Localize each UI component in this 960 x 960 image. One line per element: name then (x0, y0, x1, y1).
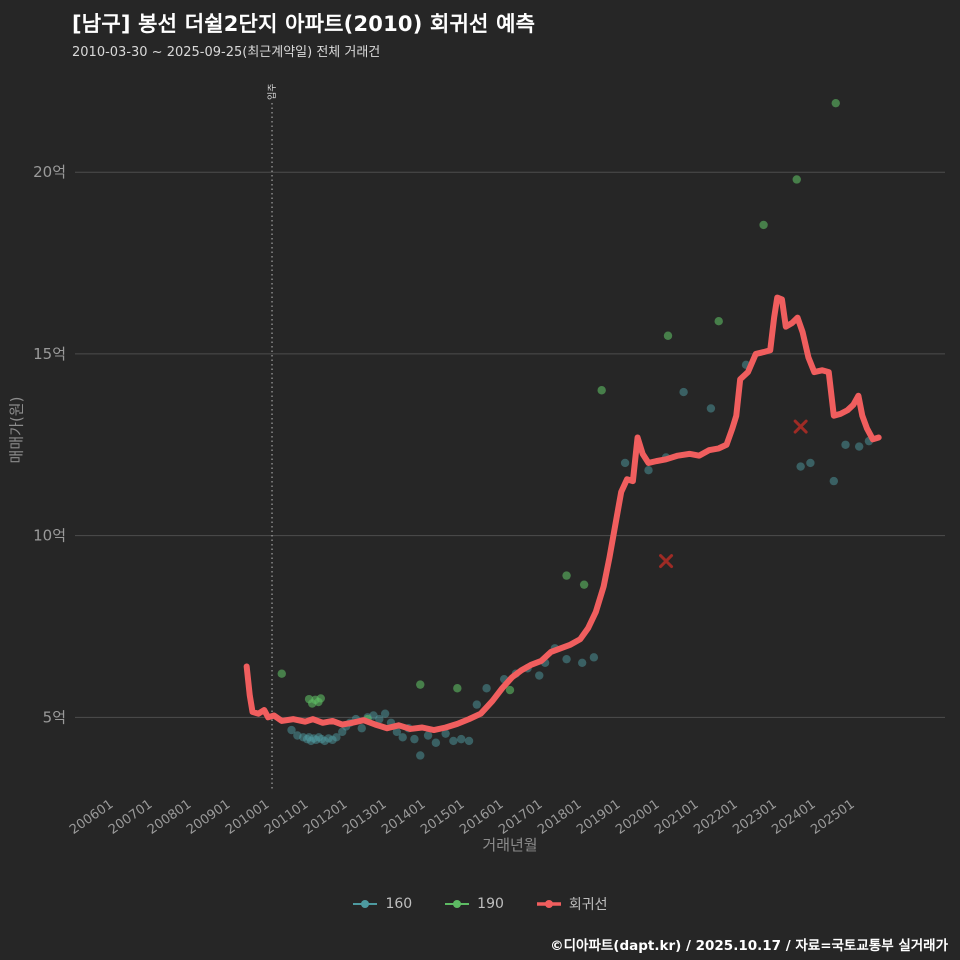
scatter-point-160 (577, 658, 587, 668)
scatter-point-160 (375, 714, 384, 724)
legend-item-regression[interactable]: 회귀선 (536, 894, 608, 914)
legend-label-160: 160 (385, 896, 413, 912)
scatter-point-160 (644, 466, 653, 475)
y-tick-label: 15억 (33, 345, 66, 363)
scatter-point-160 (562, 654, 571, 664)
x-tick-label: 201101 (262, 797, 311, 838)
x-tick-label: 202301 (730, 797, 779, 838)
scatter-point-160 (357, 724, 366, 733)
x-tick-label: 200701 (106, 797, 155, 838)
scatter-point-160 (620, 458, 630, 468)
legend-label-regression: 회귀선 (568, 897, 608, 913)
x-tick-label: 200901 (184, 797, 233, 838)
scatter-point-160 (431, 738, 441, 747)
legend-item-160[interactable]: 160 (352, 896, 412, 912)
scatter-point-190 (759, 220, 768, 230)
scatter-point-190 (714, 317, 723, 326)
scatter-point-160 (441, 729, 450, 738)
scatter-point-190 (562, 571, 571, 580)
cancelled-x-marker (793, 419, 808, 434)
scatter-point-160 (332, 733, 341, 742)
scatter-point-190 (597, 386, 606, 395)
scatter-point-160 (380, 709, 390, 718)
scatter-point-160 (806, 458, 815, 468)
regression-line (243, 294, 882, 734)
scatter-point-190 (505, 685, 515, 695)
x-tick-label: 201801 (535, 797, 584, 838)
legend-label-190: 190 (477, 896, 504, 912)
scatter-point-160 (410, 734, 419, 744)
y-axis-title: 매매가(원) (7, 396, 26, 464)
scatter-point-190 (792, 175, 801, 184)
scatter-point-160 (589, 653, 599, 662)
x-tick-label: 202401 (769, 797, 818, 838)
scatter-point-160 (854, 442, 864, 451)
attribution-footer: ©디아파트(dapt.kr) / 2025.10.17 / 자료=국토교통부 실… (550, 938, 948, 954)
x-tick-label: 202201 (691, 797, 740, 838)
x-tick-label: 201301 (340, 797, 389, 838)
legend-marker-160-icon (353, 900, 378, 908)
scatter-point-160 (416, 751, 425, 760)
legend-marker-regression-icon (536, 900, 561, 908)
y-tick-label: 5억 (43, 708, 66, 726)
y-tick-label: 20억 (33, 163, 66, 181)
x-tick-label: 201701 (496, 797, 545, 838)
y-tick-label: 10억 (33, 527, 66, 545)
x-tick-label: 200801 (145, 797, 194, 838)
scatter-point-160 (457, 734, 466, 744)
x-tick-label: 201401 (379, 797, 428, 838)
x-tick-label: 201001 (223, 797, 272, 838)
scatter-point-190 (831, 98, 840, 108)
scatter-point-160 (287, 725, 296, 735)
scatter-point-160 (829, 476, 839, 486)
x-tick-label: 201501 (418, 797, 467, 838)
scatter-point-160 (423, 731, 433, 740)
scatter-point-190 (277, 669, 286, 678)
scatter-point-190 (579, 580, 589, 589)
scatter-point-160 (706, 404, 716, 413)
move-in-label: 입주 (266, 83, 278, 100)
scatter-point-190 (663, 331, 673, 340)
x-axis-title: 거래년월 (482, 836, 538, 854)
scatter-point-160 (679, 387, 688, 397)
x-tick-label: 201201 (301, 797, 350, 838)
page-title: [남구] 봉선 더쉴2단지 아파트(2010) 회귀선 예측 (72, 12, 536, 36)
page-subtitle: 2010-03-30 ~ 2025-09-25(최근계약일) 전체 거래건 (72, 45, 381, 60)
scatter-point-160 (449, 736, 458, 746)
scatter-point-160 (535, 671, 544, 680)
chart-legend: 160 190 회귀선 (0, 894, 960, 914)
scatter-point-160 (398, 733, 407, 742)
x-tick-label: 201601 (457, 797, 506, 838)
chart-svg: 5억 10억 15억 20억 20060120070120080120090120100… (33, 83, 945, 838)
x-tick-label: 202101 (652, 797, 701, 838)
x-tick-label: 202501 (808, 797, 857, 838)
scatter-point-160 (472, 700, 482, 709)
scatter-point-160 (464, 736, 474, 746)
scatter-point-190 (416, 680, 425, 689)
scatter-point-160 (841, 440, 850, 449)
x-tick-label: 200601 (67, 797, 116, 838)
scatter-point-190 (453, 684, 462, 693)
scatter-point-190 (316, 694, 325, 703)
legend-marker-190-icon (445, 900, 470, 908)
scatter-point-160 (392, 727, 402, 737)
x-tick-label: 202001 (613, 797, 662, 838)
cancelled-x-marker (659, 554, 674, 569)
x-tick-label: 201901 (574, 797, 623, 838)
legend-item-190[interactable]: 190 (444, 896, 504, 912)
scatter-point-160 (482, 684, 491, 693)
scatter-point-160 (796, 462, 805, 471)
